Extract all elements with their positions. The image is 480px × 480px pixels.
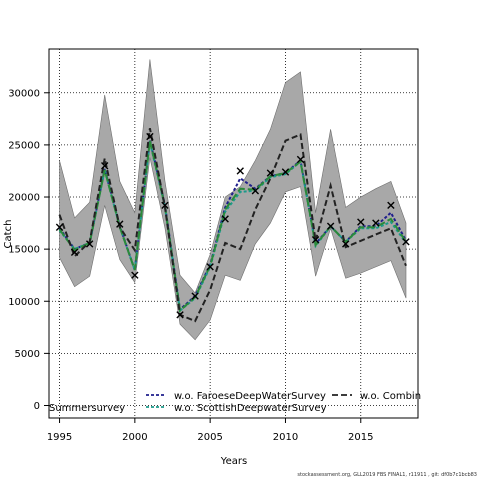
legend-label-faroese: w.o. FaroeseDeepWaterSurvey [174,391,326,402]
y-axis-label: Catch [3,220,14,249]
observation-point [402,238,410,246]
footer-text: stockassessment.org, GLL2019 FBS FINAL1,… [297,472,477,478]
observation-point [116,220,124,228]
observation-marks [55,132,410,319]
observation-point [296,155,305,164]
y-axis-ticks: 0 5000 10000 15000 20000 25000 30000 [8,88,49,412]
y-tick-label: 0 [34,401,40,412]
plot-frame [48,48,419,419]
observation-point [311,236,320,244]
legend: w.o. FaroeseDeepWaterSurvey w.o. Combin w.… [49,391,421,414]
observation-point [266,169,275,177]
observation-point [191,292,199,300]
x-tick-label: 1995 [47,432,72,443]
observation-point [342,240,350,248]
observation-point [70,248,79,256]
observation-point [251,187,260,195]
observation-point [387,201,395,210]
x-axis-label: Years [220,456,247,467]
observation-point [206,263,214,271]
observation-point [372,219,380,227]
y-tick-label: 10000 [8,297,40,308]
series-line-w-o-scottishdeepwatersurvey [58,141,407,313]
y-tick-label: 15000 [8,245,40,256]
observation-point [101,162,109,170]
x-tick-label: 2015 [348,432,373,443]
y-tick-label: 5000 [15,349,40,360]
y-tick-label: 20000 [8,193,40,204]
legend-label-summersurvey: Summersurvey [49,403,125,414]
observation-point [55,223,64,231]
y-tick-label: 25000 [8,140,40,151]
y-tick-label: 30000 [8,88,40,99]
observation-point [221,215,229,223]
observation-point [357,218,365,226]
x-tick-label: 2000 [122,432,147,443]
x-tick-label: 2005 [197,432,222,443]
observation-point [146,132,154,141]
observation-point [161,201,169,210]
observation-point [85,240,94,248]
x-tick-label: 2010 [273,432,298,443]
legend-label-scottish: w.o. ScottishDeepwaterSurvey [174,403,327,414]
observation-point [236,167,244,175]
observation-point [281,168,290,176]
observation-point [176,311,184,319]
observation-point [131,271,139,279]
x-axis-ticks: 1995 2000 2005 2010 2015 [47,418,373,443]
series-line-4 [58,128,407,323]
legend-label-combined: w.o. Combin [360,391,421,402]
series-lines [58,128,407,323]
observation-point [326,222,335,230]
